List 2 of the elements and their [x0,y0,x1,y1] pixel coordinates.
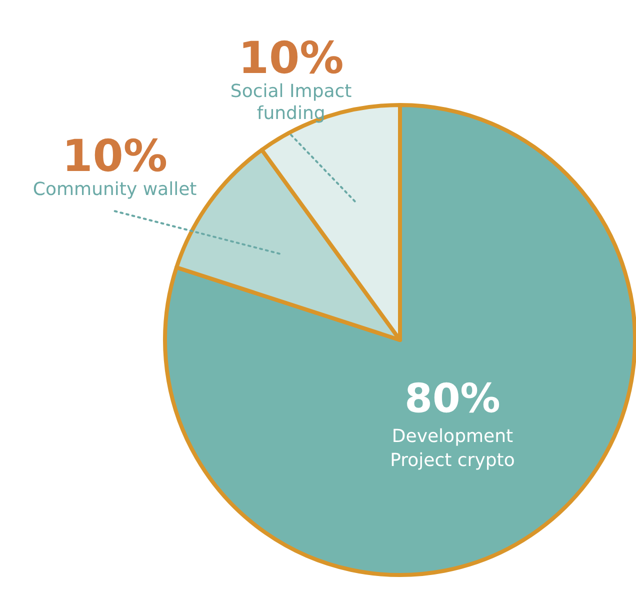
data-label: 80% [404,376,500,422]
slice-label: Development Project crypto [390,426,515,472]
